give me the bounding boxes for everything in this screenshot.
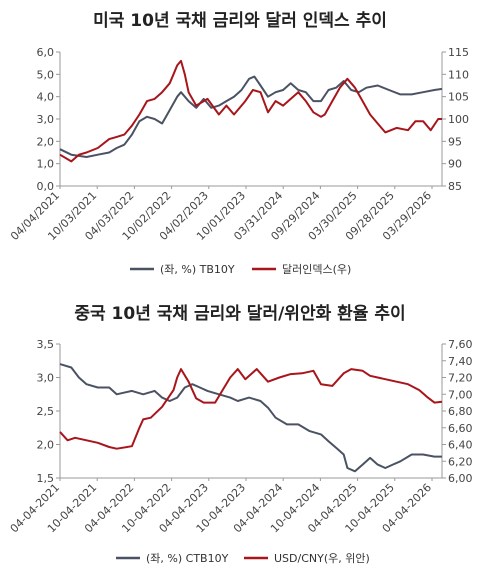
right-tick-label: 95 [448,135,462,148]
series-line-fx [59,59,442,163]
right-tick-label: 115 [448,46,469,59]
right-tick-label: 100 [448,113,469,126]
right-tick-label: 7,40 [448,355,473,368]
cn-rates-usdcny-chart: 중국 10년 국채 금리와 달러/위안화 환율 추이 1,5 2,0 2,5 3,0 3,… [8,303,473,565]
right-tick-label: 105 [448,91,469,104]
legend-label-fx: USD/CNY(우, 위안) [274,552,370,565]
right-tick-label: 6,80 [448,405,473,418]
left-tick-label: 3,0 [37,372,55,385]
left-tick-label: 1,5 [37,472,55,485]
right-tick-label: 85 [448,180,462,193]
series-line-fx [59,368,443,450]
left-tick-label: 2,0 [37,135,55,148]
right-tick-label: 7,00 [448,388,473,401]
right-tick-label: 6,00 [448,472,473,485]
left-tick-label: 6,0 [37,46,55,59]
series-line-rate [59,363,442,473]
us-rates-dxy-chart: 미국 10년 국채 금리와 달러 인덱스 추이 0,0 1,0 2,0 3,0 4,0 5,… [8,10,469,276]
right-tick-label: 7,60 [448,338,473,351]
right-tick-label: 6,60 [448,422,473,435]
right-tick-label: 110 [448,68,469,81]
left-tick-label: 0,0 [37,180,55,193]
left-tick-label: 2,5 [37,405,55,418]
chart-title: 중국 10년 국채 금리와 달러/위안화 환율 추이 [74,303,405,324]
legend-label-rate: (좌, %) CTB10Y [146,552,229,565]
right-tick-label: 7,20 [448,372,473,385]
left-tick-label: 2,0 [37,439,55,452]
legend-label-rate: (좌, %) TB10Y [160,263,235,276]
series-line-rate [59,75,443,158]
legend-label-fx: 달러인덱스(우) [282,263,351,276]
left-tick-label: 3,0 [37,113,55,126]
left-tick-label: 1,0 [37,158,55,171]
right-tick-label: 90 [448,158,462,171]
right-tick-label: 6,20 [448,455,473,468]
left-tick-label: 3,5 [37,338,55,351]
left-tick-label: 5,0 [37,68,55,81]
right-tick-label: 6,40 [448,439,473,452]
chart-title: 미국 10년 국채 금리와 달러 인덱스 추이 [93,10,387,31]
left-tick-label: 4,0 [37,91,55,104]
